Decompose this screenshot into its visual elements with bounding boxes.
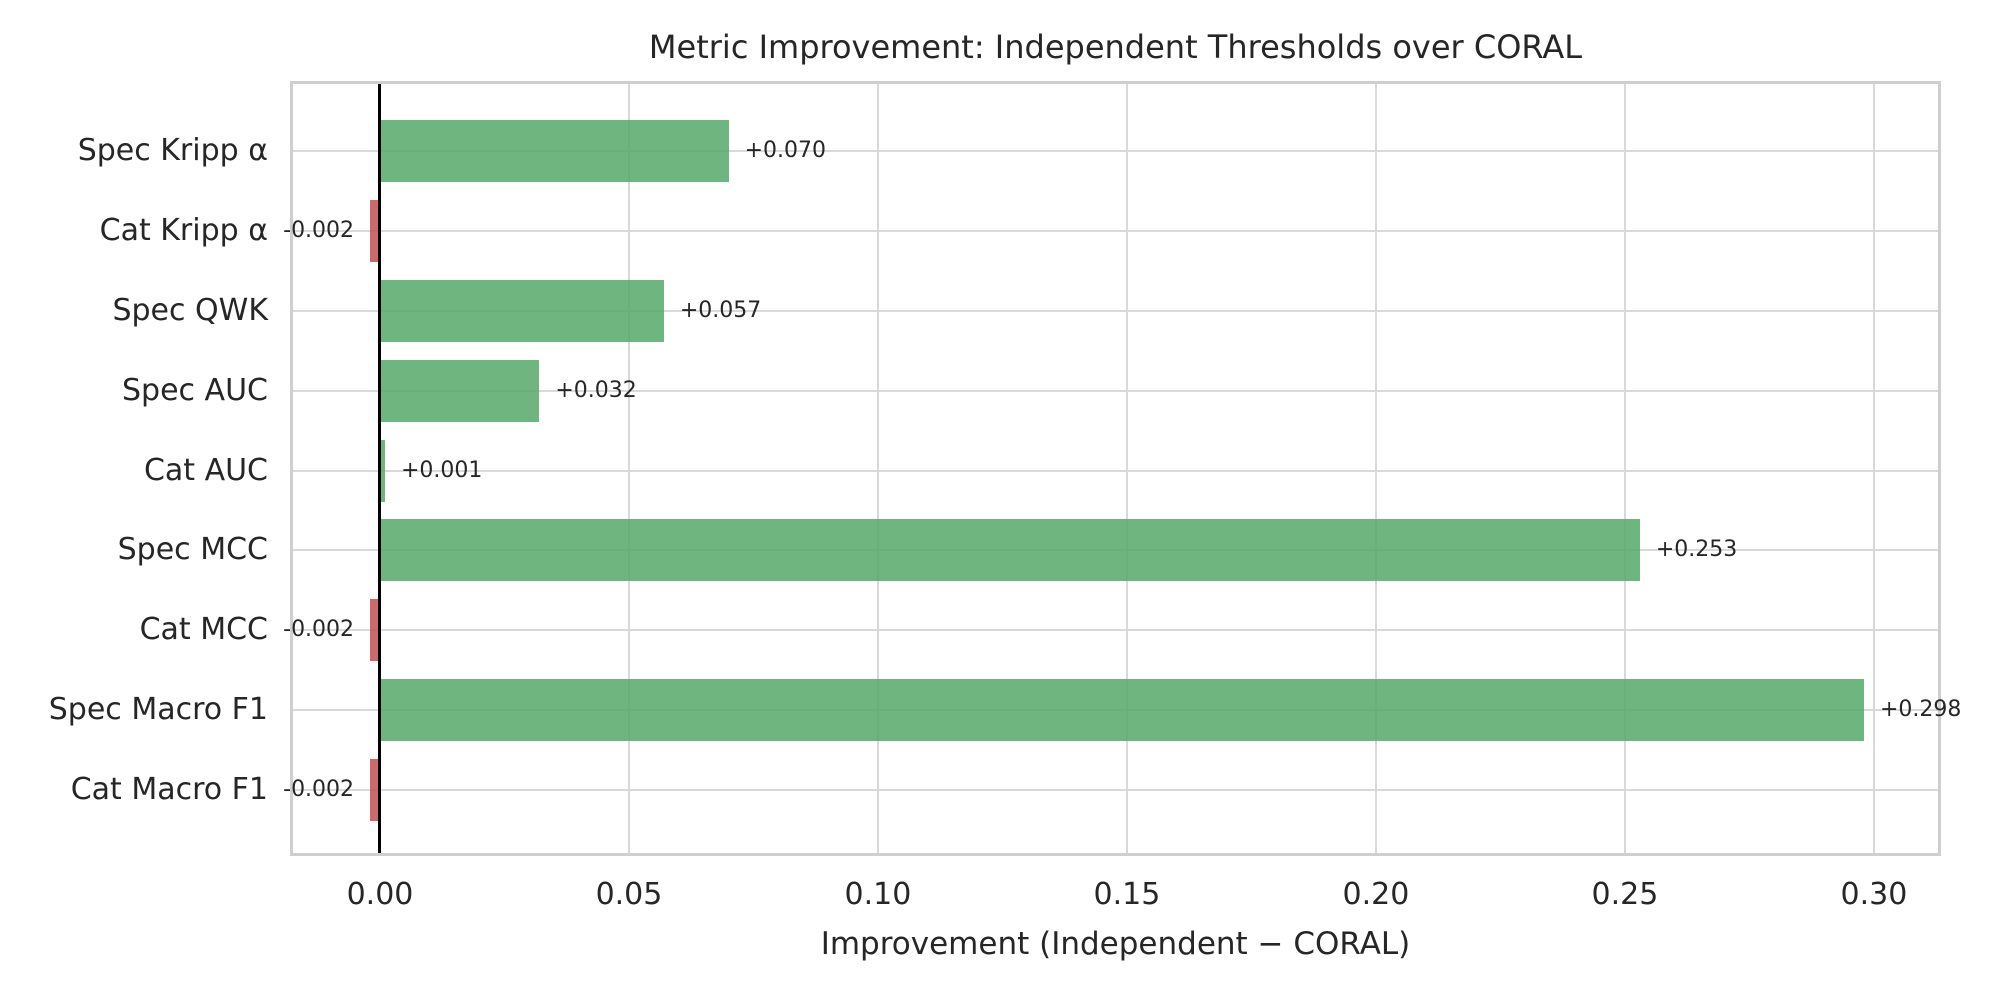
x-gridline: [1125, 84, 1128, 853]
bar-value-label: +0.253: [1655, 537, 1738, 563]
y-gridline: [293, 389, 1938, 392]
x-tick-label: 0.30: [1840, 877, 1908, 912]
y-tick-label: Cat MCC: [139, 612, 268, 648]
y-tick-label: Cat Macro F1: [70, 772, 268, 807]
y-gridline: [293, 229, 1938, 232]
y-gridline: [293, 789, 1938, 791]
bar-value-label: +0.057: [679, 297, 762, 323]
x-gridline: [1872, 84, 1875, 853]
y-gridline: [293, 150, 1938, 152]
y-tick-label: Cat Kripp α: [99, 212, 268, 248]
x-gridline: [1623, 84, 1626, 853]
x-tick-label: 0.10: [844, 877, 912, 912]
y-tick-label: Spec AUC: [121, 372, 268, 408]
bar-cat-auc: [379, 439, 385, 502]
bar-value-label: -0.002: [283, 777, 355, 802]
bar-spec-mcc: [379, 519, 1640, 582]
bar-spec-qwk: [379, 279, 664, 342]
x-tick-label: 0.00: [346, 877, 414, 912]
bar-value-label: -0.002: [283, 217, 355, 243]
bar-value-label: -0.002: [283, 617, 355, 643]
y-tick-label: Spec Kripp α: [77, 133, 268, 168]
x-tick-label: 0.15: [1093, 877, 1161, 912]
y-tick-label: Spec Macro F1: [48, 692, 268, 728]
y-gridline: [293, 469, 1938, 472]
zero-reference-line: [378, 84, 382, 853]
y-tick-label: Spec QWK: [112, 292, 268, 328]
x-gridline: [1374, 84, 1377, 853]
x-axis-tick-labels: 0.00 0.05 0.10 0.15 0.20 0.25 0.30: [293, 877, 1938, 915]
x-axis-label: Improvement (Independent − CORAL): [820, 926, 1411, 962]
y-tick-label: Spec MCC: [117, 532, 268, 568]
x-tick-label: 0.05: [595, 877, 663, 912]
y-tick-label: Cat AUC: [143, 452, 268, 488]
bar-cat-kripp-: [370, 199, 380, 262]
y-gridline: [293, 309, 1938, 312]
bar-spec-kripp-: [379, 120, 729, 182]
x-tick-label: 0.20: [1342, 877, 1410, 912]
bar-cat-macro-f1: [370, 759, 380, 821]
x-gridline: [876, 84, 879, 853]
bar-spec-macro-f1: [379, 679, 1864, 742]
y-gridline: [293, 629, 1938, 632]
y-axis-tick-labels: Spec Kripp α Cat Kripp α Spec QWK Spec AUC C…: [0, 84, 268, 853]
bar-spec-auc: [379, 359, 540, 422]
bar-cat-mcc: [370, 599, 380, 662]
bar-value-label: +0.001: [400, 457, 483, 483]
plot-area: +0.070 -0.002 +0.057 +0.032 +0.001 +0.253 -0.0…: [283, 81, 1961, 856]
x-tick-label: 0.25: [1591, 877, 1659, 912]
bar-value-label: +0.298: [1879, 697, 1962, 723]
x-gridline: [627, 84, 630, 853]
bar-value-label: +0.070: [744, 138, 826, 163]
bar-value-label: +0.032: [555, 377, 637, 403]
chart-title: Metric Improvement: Independent Threshol…: [648, 28, 1583, 66]
